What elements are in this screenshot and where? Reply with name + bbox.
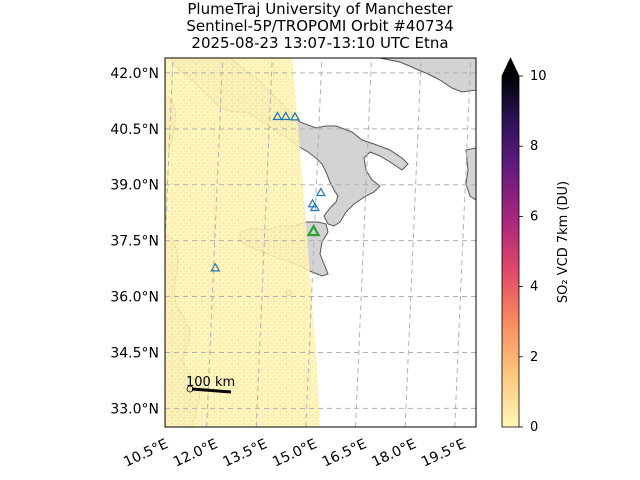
colorbar: 0 2 4 6 8 10 SO₂ VCD 7km (DU) [501, 57, 571, 435]
land-greece-coast [465, 147, 476, 201]
lon-tick-label: 13.5°E [221, 436, 270, 470]
lon-tick-label: 12.0°E [171, 436, 220, 470]
title-line-2: Sentinel-5P/TROPOMI Orbit #40734 [186, 17, 453, 35]
volcano-triangle-icon [272, 111, 283, 121]
tropomi-swath [165, 58, 320, 427]
map-frame [164, 57, 477, 428]
lat-tick-label: 34.5°N [110, 345, 159, 361]
lat-tick-label: 36.0°N [110, 290, 159, 306]
lat-tick-label: 39.0°N [110, 178, 159, 194]
lat-tick-label: 42.0°N [110, 66, 159, 82]
gridlines [165, 58, 476, 427]
scale-bar: 100 km [186, 375, 235, 394]
target-volcano-triangle-icon [306, 224, 321, 237]
land-balkans [379, 58, 476, 93]
lon-gridline [454, 58, 472, 427]
colorbar-label: SO₂ VCD 7km (DU) [556, 181, 571, 303]
volcano-triangle-icon [315, 187, 326, 197]
lon-tick-label: 15.0°E [270, 436, 319, 470]
title-line-3: 2025-08-23 13:07-13:10 UTC Etna [191, 34, 448, 52]
map-canvas: 100 km [165, 58, 476, 427]
lon-gridline [165, 58, 174, 255]
lon-tick-label: 19.5°E [419, 436, 468, 470]
colorbar-ticks: 0 2 4 6 8 10 [519, 69, 547, 435]
lon-gridline [305, 58, 323, 427]
volcano-triangle-icon [309, 202, 320, 212]
lon-tick-label: 10.5°E [121, 436, 170, 470]
volcano-triangle-icon [210, 262, 221, 272]
colorbar-tick-label: 6 [530, 209, 538, 224]
lon-gridline [255, 58, 273, 427]
colorbar-gradient [502, 76, 519, 427]
colorbar-outline [501, 57, 520, 428]
volcano-triangle-icon [280, 111, 291, 121]
scale-bar-label: 100 km [186, 375, 235, 390]
lat-tick-label: 33.0°N [110, 401, 159, 417]
colorbar-tick-label: 10 [530, 69, 547, 84]
colorbar-extend-arrow [502, 58, 519, 76]
colorbar-tick-label: 8 [530, 139, 538, 154]
volcano-markers [210, 111, 326, 272]
latitude-labels: 42.0°N 40.5°N 39.0°N 37.5°N 36.0°N 34.5°N 33.0… [110, 66, 159, 417]
title-line-1: PlumeTraj University of Manchester [187, 0, 453, 18]
lat-tick-label: 37.5°N [110, 234, 159, 250]
lon-gridline [404, 58, 422, 427]
lon-gridline [206, 58, 224, 427]
lon-tick-label: 16.5°E [320, 436, 369, 470]
lon-gridline [355, 58, 373, 427]
lon-tick-label: 18.0°E [369, 436, 418, 470]
volcano-triangle-icon [289, 111, 301, 121]
colorbar-tick-label: 0 [530, 420, 538, 435]
colorbar-tick-label: 4 [530, 280, 538, 295]
longitude-labels: 10.5°E 12.0°E 13.5°E 15.0°E 16.5°E 18.0°E 19.5… [121, 436, 468, 470]
colorbar-tick-label: 2 [530, 350, 538, 365]
lat-tick-label: 40.5°N [110, 122, 159, 138]
